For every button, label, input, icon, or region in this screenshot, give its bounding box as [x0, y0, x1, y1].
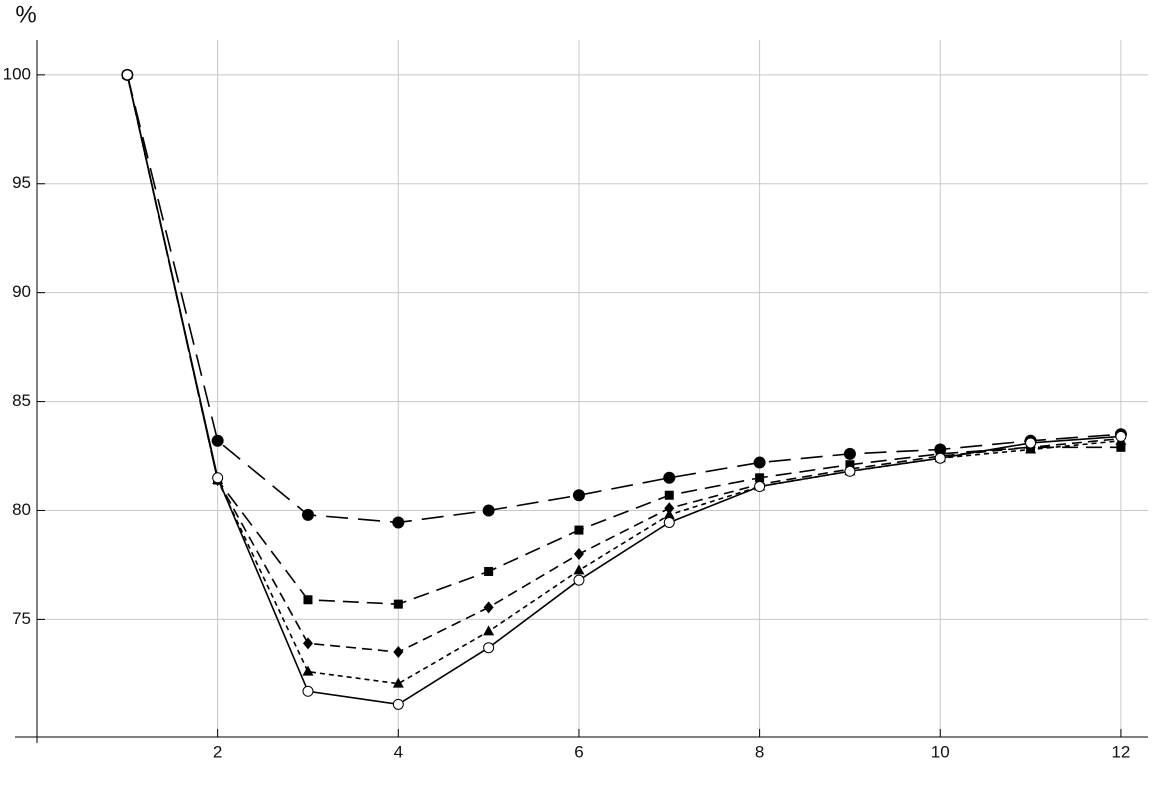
series-line	[126, 74, 1121, 605]
marker	[663, 516, 675, 528]
marker	[392, 698, 404, 710]
marker	[483, 625, 495, 636]
marker	[1025, 443, 1037, 454]
x-tick-label: 2	[213, 742, 222, 761]
marker	[302, 637, 313, 650]
marker	[303, 595, 313, 605]
x-tick-label: 6	[574, 742, 583, 761]
marker	[483, 601, 494, 614]
marker	[121, 69, 133, 81]
marker	[573, 548, 584, 561]
marker	[301, 508, 314, 521]
marker	[482, 504, 495, 517]
series-line	[126, 74, 1121, 706]
marker	[392, 516, 405, 529]
y-tick-label: 80	[12, 500, 31, 519]
marker	[663, 508, 675, 519]
y-axis-label: %	[15, 1, 36, 28]
marker	[934, 452, 946, 464]
marker	[664, 490, 674, 500]
series-line	[126, 74, 1121, 653]
marker	[844, 465, 856, 477]
marker	[393, 599, 403, 609]
marker	[663, 471, 676, 484]
y-tick-label: 90	[12, 282, 31, 301]
marker	[664, 502, 675, 515]
marker	[211, 434, 224, 447]
marker	[755, 473, 765, 483]
series-line	[126, 74, 1121, 524]
marker	[1115, 430, 1127, 442]
y-tick-label: 100	[3, 64, 31, 83]
marker	[1025, 437, 1037, 449]
marker	[572, 489, 585, 502]
marker	[573, 574, 585, 586]
marker	[843, 447, 856, 460]
marker	[302, 665, 314, 676]
series-line	[126, 74, 1121, 685]
marker	[753, 456, 766, 469]
x-tick-label: 4	[394, 742, 403, 761]
y-tick-label: 85	[12, 391, 31, 410]
marker	[212, 472, 224, 484]
x-tick-label: 10	[931, 742, 950, 761]
marker	[1116, 442, 1126, 452]
marker	[392, 677, 404, 688]
marker	[573, 564, 585, 575]
marker	[754, 481, 766, 493]
marker	[574, 525, 584, 535]
y-tick-label: 75	[12, 609, 31, 628]
x-tick-label: 8	[755, 742, 764, 761]
x-tick-label: 12	[1111, 742, 1130, 761]
marker	[483, 642, 495, 654]
marker	[393, 646, 404, 659]
marker	[302, 685, 314, 697]
marker	[484, 566, 494, 576]
y-tick-label: 95	[12, 173, 31, 192]
